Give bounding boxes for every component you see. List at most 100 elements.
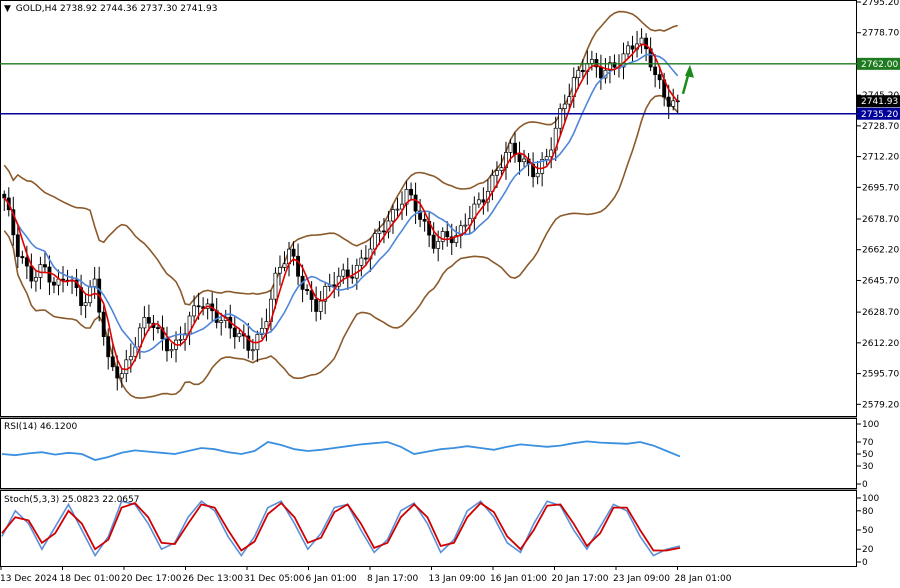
candle [363,245,368,267]
stoch-tick-label: 20 [862,545,874,555]
candle [192,295,197,323]
time-tick-label: 8 Jan 17:00 [367,574,419,584]
candle-body [296,255,300,277]
candle-body [562,103,567,109]
candle-body [544,156,549,160]
candle [499,154,504,176]
candle-body [454,235,459,244]
candle-body [146,317,151,324]
candle [214,298,219,329]
candle-body [359,257,364,266]
rsi-label: RSI(14) 46.1200 [4,422,78,432]
time-tick-label: 13 Jan 09:00 [429,574,486,584]
candle [61,266,65,293]
candle-body [43,264,47,268]
candle-body [156,327,160,329]
candle [580,59,585,78]
candle [644,33,649,62]
candle-body [431,234,436,249]
candle [305,284,310,295]
candle [585,50,590,85]
candle-body [160,327,165,340]
stoch-d-line [1,501,681,552]
rsi-tick-label: 50 [862,450,874,460]
symbol-label: GOLD,H4 [15,4,58,14]
current-price-box [857,95,900,108]
candle [422,213,427,232]
rsi-line [1,440,681,461]
candle-body [517,154,522,163]
candle [278,255,282,286]
price-tick-label: 2628.70 [862,308,899,318]
candle-body [52,281,56,286]
candle [404,181,409,216]
candle [576,65,581,90]
candle [327,273,332,292]
candle-body [418,210,423,220]
candle-body [630,45,635,50]
candle [201,297,206,316]
candle-body [445,231,450,238]
price-tick-label: 2795.20 [862,0,899,8]
candle-body [481,199,486,203]
candle [603,58,608,84]
candle [178,326,183,347]
candle-body [589,59,594,64]
candle [2,190,7,211]
candle [562,94,567,122]
candle [395,197,400,217]
candle [544,148,549,166]
candle-body [2,193,7,199]
candle [549,137,554,169]
candle [612,54,617,76]
candle [626,41,630,59]
candle [65,269,70,286]
candle-body [549,149,554,158]
time-tick-label: 26 Dec 13:00 [183,574,244,584]
candle [318,290,323,320]
candle-body [323,286,328,302]
support-price-box [857,107,900,120]
candle-body [671,100,676,107]
candle [142,306,147,339]
candle [445,221,450,247]
time-tick-label: 20 Dec 17:00 [121,574,182,584]
main-panel-frame [0,0,857,417]
candle-body [110,356,115,368]
candle-body [83,302,88,306]
candle [485,179,490,212]
candle-body [608,62,612,71]
candle-body [382,230,386,233]
candle-body [495,170,499,176]
candle-body [422,219,427,222]
candle-body [124,359,129,375]
candle [657,66,662,89]
candle-body [314,299,319,312]
candle [52,276,56,294]
candle [535,160,540,185]
candle [264,308,269,342]
candle-body [508,142,513,153]
ohlc-readout: 2738.92 2744.36 2737.30 2741.93 [60,4,218,14]
candle [56,269,61,296]
candle [282,251,287,272]
candle-body [115,366,120,379]
candle [513,132,517,163]
candle-body [318,300,323,312]
candle-body [178,339,183,341]
candle [273,267,278,309]
candle-body [612,62,617,68]
chart-header: ▼ GOLD,H4 2738.92 2744.36 2737.30 2741.9… [4,4,217,14]
current-price-label: 2741.93 [861,97,898,107]
candle-body [92,278,97,287]
candle-body [350,276,355,279]
candle [341,263,346,284]
candle [101,305,106,346]
price-tick-label: 2712.20 [862,153,899,163]
candle [431,222,436,254]
rsi-tick-label: 100 [862,420,879,430]
time-tick-label: 18 Dec 01:00 [60,574,121,584]
time-axis: 13 Dec 2024 18 Dec 01:00 20 Dec 17:00 26 De… [0,566,732,584]
candle-body [513,142,517,156]
collapse-icon[interactable]: ▼ [4,4,11,14]
